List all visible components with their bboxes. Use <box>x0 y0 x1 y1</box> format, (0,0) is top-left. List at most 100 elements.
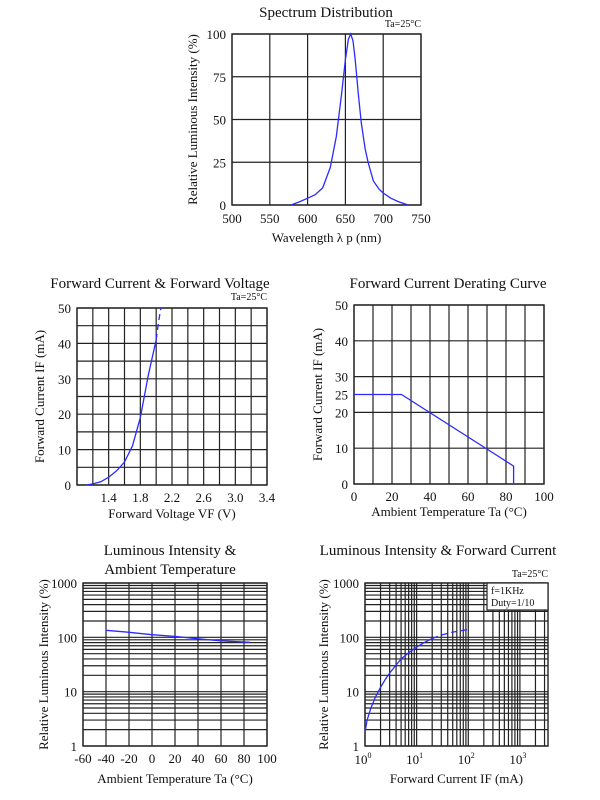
x-tick-label: 3.0 <box>227 490 243 505</box>
data-series-line <box>86 339 157 486</box>
y-axis-label: Relative Luminous Intensity (%) <box>316 579 331 750</box>
derating-chart: Forward Current Derating Curve 0 10 20 25 30 4… <box>310 276 554 519</box>
y-tick-label: 10 <box>58 443 71 458</box>
y-tick-label: 10 <box>335 441 348 456</box>
y-tick-label: 1 <box>71 739 78 754</box>
x-axis-label: Forward Current IF (mA) <box>390 771 523 786</box>
x-tick-exponent: 1 <box>419 751 423 760</box>
x-tick-label: 80 <box>238 751 251 766</box>
y-tick-label: 30 <box>335 370 348 385</box>
x-tick-label: 40 <box>192 751 205 766</box>
x-tick-label: -40 <box>97 751 114 766</box>
forward-voltage-chart: Forward Current & Forward VoltageTa=25°C… <box>32 276 276 521</box>
legend-box <box>486 582 549 611</box>
data-series-line <box>155 307 162 340</box>
x-axis-label: Ambient Temperature Ta (°C) <box>97 771 253 786</box>
y-tick-label: 25 <box>213 155 226 170</box>
y-tick-label: 1000 <box>51 576 77 591</box>
data-series-line <box>354 393 515 484</box>
y-tick-label: 30 <box>58 372 71 387</box>
x-tick-label: 650 <box>336 211 356 226</box>
plot-frame <box>76 307 268 486</box>
chart-title: Spectrum Distribution <box>259 5 393 21</box>
x-tick-exponent: 0 <box>368 751 372 760</box>
y-axis-label: Forward Current IF (mA) <box>32 330 47 463</box>
chart-title: Luminous Intensity & Forward Current <box>320 543 557 559</box>
x-tick-label: 80 <box>500 489 513 504</box>
x-tick-label: 20 <box>169 751 182 766</box>
plot-frame <box>82 582 268 747</box>
condition-note: Ta=25°C <box>512 569 548 580</box>
y-axis-label: Forward Current IF (mA) <box>310 328 325 461</box>
x-tick-label: 750 <box>411 211 431 226</box>
legend-entry: f=1KHz <box>491 586 524 597</box>
chart-title: Forward Current Derating Curve <box>349 276 546 292</box>
x-axis-label: Ambient Temperature Ta (°C) <box>371 504 527 519</box>
y-tick-label: 50 <box>335 298 348 313</box>
x-tick-label: 102 <box>458 751 475 767</box>
x-tick-label: 101 <box>406 751 423 767</box>
lum-if-chart: Luminous Intensity & Forward Current Ta=2… <box>316 543 557 786</box>
x-axis-label: Wavelength λ p (nm) <box>272 230 382 245</box>
x-tick-label: 0 <box>351 489 358 504</box>
x-tick-label: 700 <box>373 211 393 226</box>
y-tick-label: 50 <box>58 301 71 316</box>
y-tick-label: 20 <box>58 407 71 422</box>
x-tick-label: 100 <box>257 751 277 766</box>
x-tick-label: 1.4 <box>101 490 118 505</box>
data-series-line <box>290 32 409 206</box>
x-tick-label: 20 <box>386 489 399 504</box>
data-series-line <box>431 628 471 640</box>
condition-note: Ta=25°C <box>385 19 421 30</box>
x-tick-label: -20 <box>120 751 137 766</box>
y-tick-label: 25 <box>335 388 348 403</box>
y-tick-label: 0 <box>220 198 227 213</box>
y-tick-label: 1000 <box>333 576 359 591</box>
x-tick-label: 600 <box>298 211 318 226</box>
y-tick-label: 0 <box>342 477 349 492</box>
x-tick-label: 500 <box>222 211 242 226</box>
chart-title: Forward Current & Forward Voltage <box>50 276 270 292</box>
y-tick-label: 1 <box>353 739 360 754</box>
y-tick-label: 40 <box>58 336 71 351</box>
y-tick-label: 75 <box>213 70 226 85</box>
y-axis-label: Relative Luminous Intensity (%) <box>36 579 51 750</box>
data-series-line <box>105 629 250 643</box>
x-tick-label: 40 <box>424 489 437 504</box>
chart-title-line2: Ambient Temperature <box>104 562 236 578</box>
x-tick-label: 0 <box>149 751 156 766</box>
y-tick-label: 10 <box>346 685 359 700</box>
y-tick-label: 100 <box>207 27 227 42</box>
x-tick-label: 3.4 <box>259 490 276 505</box>
y-tick-label: 20 <box>335 405 348 420</box>
x-tick-label: 60 <box>462 489 475 504</box>
x-tick-label: 100 <box>355 751 372 767</box>
x-tick-label: 550 <box>260 211 280 226</box>
x-tick-exponent: 3 <box>522 751 526 760</box>
y-tick-label: 0 <box>65 478 72 493</box>
x-tick-exponent: 2 <box>471 751 475 760</box>
plot-frame <box>364 582 549 747</box>
x-tick-label: 103 <box>509 751 526 767</box>
chart-title: Luminous Intensity & <box>104 543 237 559</box>
y-axis-label: Relative Luminous Intensity (%) <box>185 34 200 205</box>
data-series-line <box>364 637 433 733</box>
x-tick-label: 2.2 <box>164 490 180 505</box>
condition-note: Ta=25°C <box>231 292 267 303</box>
y-tick-label: 10 <box>64 685 77 700</box>
x-axis-label: Forward Voltage VF (V) <box>108 506 235 521</box>
lum-temp-chart: Luminous Intensity & Ambient Temperature 1… <box>36 543 277 786</box>
x-tick-label: 100 <box>534 489 554 504</box>
plot-frame <box>231 33 422 206</box>
y-tick-label: 50 <box>213 113 226 128</box>
x-tick-label: 60 <box>215 751 228 766</box>
y-tick-label: 100 <box>58 630 78 645</box>
y-tick-label: 100 <box>340 630 360 645</box>
legend-entry: Duty=1/10 <box>491 598 534 609</box>
x-tick-label: 1.8 <box>132 490 148 505</box>
y-tick-label: 40 <box>335 334 348 349</box>
x-tick-label: 2.6 <box>196 490 213 505</box>
x-tick-label: -60 <box>74 751 91 766</box>
